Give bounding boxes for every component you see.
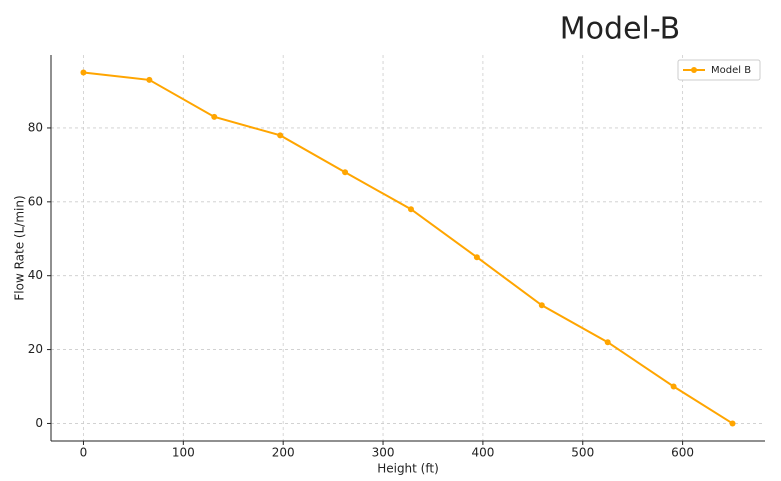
y-axis-label: Flow Rate (L/min) (13, 195, 27, 300)
chart-title: Model-B (560, 12, 680, 47)
x-tick-label: 0 (80, 446, 88, 460)
y-tick-label: 40 (28, 268, 43, 282)
legend-label: Model B (711, 65, 751, 76)
x-tick-label: 600 (671, 446, 694, 460)
y-tick-label: 0 (35, 416, 43, 430)
y-tick-label: 60 (28, 194, 43, 208)
legend-box (677, 59, 761, 81)
x-tick-label: 100 (172, 446, 195, 460)
data-point (407, 206, 414, 213)
data-point (211, 113, 218, 120)
data-point (670, 383, 677, 390)
y-tick-label: 80 (28, 120, 43, 134)
x-axis-label: Height (ft) (377, 462, 439, 476)
legend-marker (691, 67, 697, 73)
x-tick-label: 400 (471, 446, 494, 460)
data-point (538, 302, 545, 309)
y-tick-label: 20 (28, 342, 43, 356)
data-point (80, 69, 87, 76)
data-point (729, 420, 736, 427)
x-tick-label: 300 (372, 446, 395, 460)
data-point (146, 76, 153, 83)
data-point (277, 132, 284, 139)
x-tick-label: 500 (571, 446, 594, 460)
data-point (342, 169, 349, 176)
data-point (604, 339, 611, 346)
data-point (473, 254, 480, 261)
x-tick-label: 200 (272, 446, 295, 460)
